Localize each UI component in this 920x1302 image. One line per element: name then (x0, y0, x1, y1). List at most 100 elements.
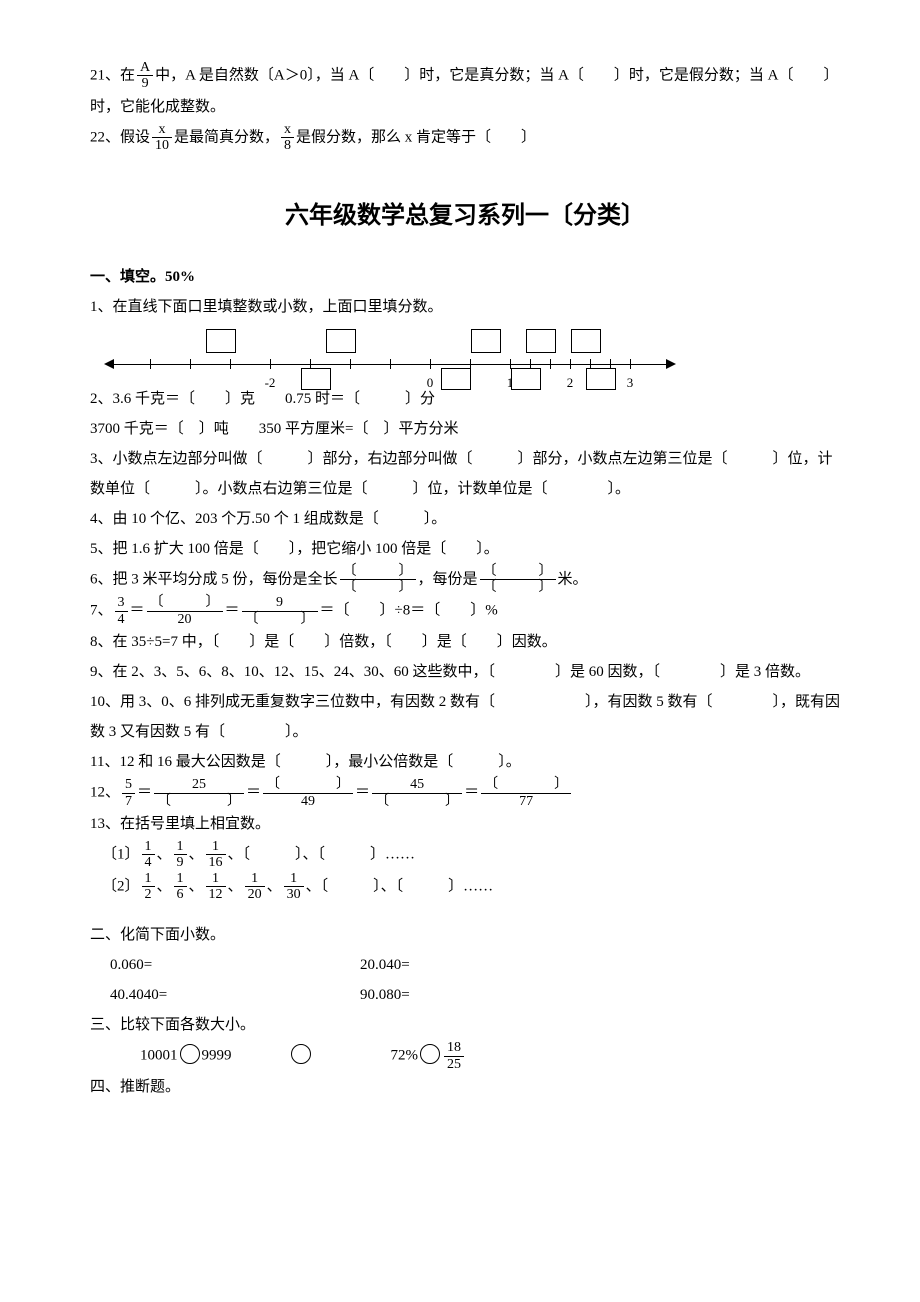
question-21-line2: 时，它能化成整数。 (90, 92, 840, 122)
q12-f1: 57 (120, 777, 137, 809)
number-line-top-box (471, 329, 501, 353)
q7-tail: ＝〔 〕÷8＝〔 〕% (320, 603, 498, 619)
number-line-tick (270, 359, 271, 369)
q7-eq1: ＝ (130, 603, 145, 619)
q13a-f2: 19 (172, 839, 189, 871)
q13a-f1: 14 (140, 839, 157, 871)
cmp-a: 10001 (140, 1048, 178, 1064)
number-line-top-box (571, 329, 601, 353)
q13a-pre: 〔1〕 (102, 846, 140, 862)
q7-f1: 34 (113, 595, 130, 627)
section-3-head: 三、比较下面各数大小。 (90, 1010, 840, 1040)
q6-mid: ，每份是 (418, 571, 478, 587)
q6-tail: 米。 (558, 571, 588, 587)
number-line-tick (150, 359, 151, 369)
q13b-f1: 12 (140, 871, 157, 903)
q13b-f3: 112 (204, 871, 228, 903)
simplify-row2: 40.4040= 90.080= (90, 980, 840, 1010)
q11: 11、12 和 16 最大公因数是〔 〕，最小公倍数是〔 〕。 (90, 747, 840, 777)
q6: 6、把 3 米平均分成 5 份，每份是全长〔 〕〔 〕，每份是〔 〕〔 〕米。 (90, 564, 840, 596)
simplify-row1: 0.060= 20.040= (90, 950, 840, 980)
s2-r2b: 90.080= (360, 980, 610, 1010)
q21-fraction: A9 (135, 60, 155, 92)
q12-f5: 〔 〕77 (479, 777, 573, 809)
q13b-pre: 〔2〕 (102, 878, 140, 894)
page-title: 六年级数学总复习系列一〔分类〕 (90, 192, 840, 240)
q12-eq2: ＝ (246, 784, 261, 800)
s2-r2a: 40.4040= (110, 980, 360, 1010)
q3: 3、小数点左边部分叫做〔 〕部分，右边部分叫做〔 〕部分，小数点左边第三位是〔 … (90, 444, 840, 504)
s2-r1a: 0.060= (110, 950, 360, 980)
q10: 10、用 3、0、6 排列成无重复数字三位数中，有因数 2 数有〔 〕，有因数 … (90, 687, 840, 747)
number-line-tick (630, 359, 631, 369)
q5: 5、把 1.6 扩大 100 倍是〔 〕，把它缩小 100 倍是〔 〕。 (90, 534, 840, 564)
number-line-tick (430, 359, 431, 369)
q13a-f3: 116 (204, 839, 228, 871)
cmp-c: 72% (391, 1048, 419, 1064)
q7-f2: 〔 〕20 (145, 595, 225, 627)
number-line-bottom-box (511, 368, 541, 390)
q6-frac1: 〔 〕〔 〕 (338, 564, 418, 596)
q13b-f4: 120 (243, 871, 267, 903)
number-line-bottom-box (586, 368, 616, 390)
question-21: 21、在A9中，A 是自然数〔A＞0〕，当 A〔 〕时，它是真分数；当 A〔 〕… (90, 60, 840, 92)
q9: 9、在 2、3、5、6、8、10、12、15、24、30、60 这些数中，〔 〕… (90, 657, 840, 687)
q7-pre: 7、 (90, 603, 113, 619)
q13b-f5: 130 (282, 871, 306, 903)
compare-circle-icon (420, 1044, 440, 1064)
q12-f4: 45〔 〕 (370, 777, 464, 809)
q6-frac2: 〔 〕〔 〕 (478, 564, 558, 596)
q12-eq1: ＝ (137, 784, 152, 800)
q12-f3: 〔 〕49 (261, 777, 355, 809)
q7-eq2: ＝ (225, 603, 240, 619)
q13a-tail: 、〔 〕、〔 〕…… (228, 846, 416, 862)
q1: 1、在直线下面口里填整数或小数，上面口里填分数。 (90, 292, 840, 322)
q22-frac1: x10 (150, 122, 174, 154)
q12-pre: 12、 (90, 784, 120, 800)
number-line-tick (390, 359, 391, 369)
q21-text1: 中，A 是自然数〔A＞0〕，当 A〔 〕时，它是真分数；当 A〔 〕时，它是假分… (155, 67, 838, 83)
q12-eq4: ＝ (464, 784, 479, 800)
cmp-frac: 1825 (442, 1040, 466, 1072)
number-line-label: 3 (627, 370, 634, 396)
number-line-bottom-box (441, 368, 471, 390)
q4: 4、由 10 个亿、203 个万.50 个 1 组成数是〔 〕。 (90, 504, 840, 534)
compare-circle-icon (291, 1044, 311, 1064)
q13b-f2: 16 (172, 871, 189, 903)
number-line-bottom-box (301, 368, 331, 390)
q21-prefix: 21、在 (90, 67, 135, 83)
s2-r1b: 20.040= (360, 950, 610, 980)
q13a: 〔1〕14、19、116、〔 〕、〔 〕…… (90, 839, 840, 871)
number-line-top-box (526, 329, 556, 353)
q22-frac2: x8 (279, 122, 296, 154)
q22-tail: 是假分数，那么 x 肯定等于〔 〕 (296, 129, 536, 145)
q7-f3: 9〔 〕 (240, 595, 320, 627)
cmp-b: 9999 (202, 1048, 232, 1064)
number-line-tick (550, 359, 551, 369)
number-line: -20123 (110, 326, 840, 382)
section-2-head: 二、化简下面小数。 (90, 920, 840, 950)
q6-pre: 6、把 3 米平均分成 5 份，每份是全长 (90, 571, 338, 587)
q7: 7、34＝〔 〕20＝9〔 〕＝〔 〕÷8＝〔 〕% (90, 595, 840, 627)
number-line-tick (190, 359, 191, 369)
q13b: 〔2〕12、16、112、120、130、〔 〕、〔 〕…… (90, 871, 840, 903)
q22-prefix: 22、假设 (90, 129, 150, 145)
number-line-tick (570, 359, 571, 369)
compare-circle-icon (180, 1044, 200, 1064)
section-1-head: 一、填空。50% (90, 262, 840, 292)
q8: 8、在 35÷5=7 中，〔 〕是〔 〕倍数，〔 〕是〔 〕因数。 (90, 627, 840, 657)
number-line-top-box (326, 329, 356, 353)
number-line-label: 0 (427, 370, 434, 396)
number-line-tick (350, 359, 351, 369)
section-4-head: 四、推断题。 (90, 1072, 840, 1102)
number-line-label: -2 (265, 370, 276, 396)
q12-f2: 25〔 〕 (152, 777, 246, 809)
q13b-tail: 、〔 〕、〔 〕…… (306, 878, 494, 894)
q12-eq3: ＝ (355, 784, 370, 800)
q2b: 3700 千克＝〔 〕吨 350 平方厘米=〔 〕平方分米 (90, 414, 840, 444)
compare-row: 10001 9999 72% 1825 (90, 1040, 840, 1072)
number-line-tick (230, 359, 231, 369)
number-line-label: 2 (567, 370, 574, 396)
number-line-top-box (206, 329, 236, 353)
q13: 13、在括号里填上相宜数。 (90, 809, 840, 839)
